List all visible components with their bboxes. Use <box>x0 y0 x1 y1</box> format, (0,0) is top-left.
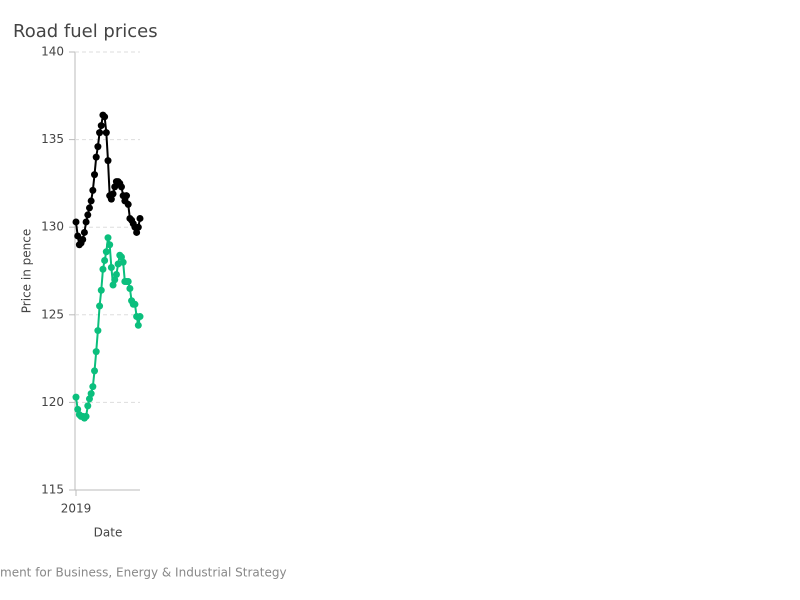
point <box>92 348 100 356</box>
point <box>89 186 97 194</box>
point <box>96 302 104 310</box>
point <box>111 183 119 191</box>
point <box>124 278 132 286</box>
point <box>74 232 82 240</box>
point <box>124 200 132 208</box>
point <box>102 248 110 256</box>
series-line <box>75 237 141 420</box>
point <box>102 129 110 137</box>
point <box>92 153 100 161</box>
y-tick-label: 115 <box>41 483 64 497</box>
point <box>126 285 134 293</box>
y-tick-label: 135 <box>41 132 64 146</box>
y-tick-label: 130 <box>41 220 64 234</box>
point <box>104 157 112 165</box>
y-tick-label: 120 <box>41 395 64 409</box>
y-tick-label: 140 <box>41 45 64 59</box>
point <box>74 405 82 413</box>
point <box>131 300 139 308</box>
point <box>134 223 142 231</box>
point <box>94 143 102 151</box>
point <box>91 171 99 179</box>
y-tick-label: 125 <box>41 307 64 321</box>
chart-title: Road fuel prices <box>13 21 158 42</box>
point <box>107 195 115 203</box>
point <box>85 395 93 403</box>
point <box>119 258 127 266</box>
point <box>134 321 142 329</box>
point <box>82 218 90 226</box>
point <box>97 286 105 294</box>
point <box>85 204 93 212</box>
point <box>109 190 117 198</box>
point <box>84 211 92 219</box>
point <box>87 197 95 205</box>
point <box>89 383 97 391</box>
point <box>109 281 117 289</box>
point <box>106 241 114 249</box>
point <box>97 122 105 130</box>
point <box>101 113 109 121</box>
point <box>112 271 120 279</box>
point <box>80 228 88 236</box>
point <box>82 412 90 420</box>
point <box>107 263 115 271</box>
point <box>72 393 80 401</box>
point <box>96 129 104 137</box>
point <box>84 402 92 410</box>
point <box>136 313 144 321</box>
point <box>136 214 144 222</box>
point <box>87 390 95 398</box>
x-tick-label: 2019 <box>61 502 92 516</box>
point <box>117 183 125 191</box>
point <box>79 235 87 243</box>
point <box>117 253 125 261</box>
source: ment for Business, Energy & Industrial S… <box>0 566 287 580</box>
x-axis-label: Date <box>94 526 123 540</box>
y-axis-label: Price in pence <box>20 229 34 313</box>
point <box>91 367 99 375</box>
point <box>94 327 102 335</box>
point <box>123 192 131 200</box>
point <box>72 218 80 226</box>
point <box>99 265 107 273</box>
point <box>101 256 109 264</box>
point <box>104 234 112 242</box>
point <box>133 228 141 236</box>
point <box>111 276 119 284</box>
